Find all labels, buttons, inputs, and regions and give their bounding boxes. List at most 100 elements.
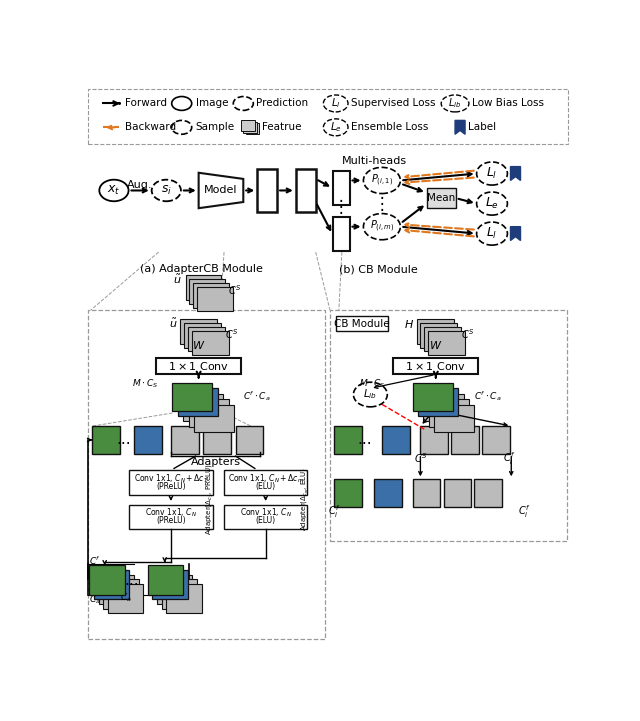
Bar [428,331,465,355]
Bar [148,565,183,595]
Bar [333,218,349,252]
Text: Conv 1x1, $C_N+\Delta c_1$: Conv 1x1, $C_N+\Delta c_1$ [134,472,208,485]
Ellipse shape [441,95,469,112]
Ellipse shape [323,119,348,136]
Text: $\tilde{u}$: $\tilde{u}$ [170,317,178,330]
Bar [429,399,469,427]
Ellipse shape [477,192,508,215]
Text: Mean: Mean [427,193,455,203]
Text: Sample: Sample [196,123,235,133]
Text: $W$: $W$ [429,340,442,351]
Polygon shape [511,226,520,241]
Bar [394,358,478,374]
Bar [374,479,402,507]
Bar [183,394,223,422]
Bar [334,479,362,507]
Text: $C_i^f$: $C_i^f$ [518,503,531,520]
Text: $C_a$: $C_a$ [120,591,132,604]
Bar [156,358,241,374]
Bar [336,316,388,332]
Text: (b) CB Module: (b) CB Module [339,264,417,274]
Text: Adapter$(\Delta_{c_m}$, ELU): Adapter$(\Delta_{c_m}$, ELU) [300,467,311,531]
Text: $W$: $W$ [192,340,205,351]
Text: $C^f \cdot C_a$: $C^f \cdot C_a$ [474,389,502,403]
Text: $C^S$: $C^S$ [225,327,239,341]
Ellipse shape [234,97,253,110]
Bar [90,565,125,595]
Bar [189,399,228,427]
Text: (PReLU): (PReLU) [156,516,186,526]
Bar [171,426,198,454]
Text: ...: ... [358,433,372,448]
Text: ...: ... [116,433,131,448]
Bar [94,570,129,599]
Bar [420,323,458,348]
Text: Multi-heads: Multi-heads [342,156,407,167]
Text: $C^S$: $C^S$ [461,327,475,341]
Bar [172,383,212,411]
Bar [334,426,362,454]
Text: $H$: $H$ [404,318,414,329]
Polygon shape [198,173,243,208]
Bar [194,404,234,433]
Text: Aug.: Aug. [127,180,152,190]
Bar [224,470,307,495]
Bar [382,426,410,454]
Bar [224,505,307,528]
Ellipse shape [353,382,387,407]
Text: Image: Image [196,99,228,108]
Text: Forward: Forward [125,99,166,108]
Text: $C^f \cdot C_a$: $C^f \cdot C_a$ [243,389,271,403]
Text: Backward: Backward [125,123,176,133]
Text: $L_l$: $L_l$ [331,97,340,110]
Text: (a) AdapterCB Module: (a) AdapterCB Module [140,264,262,274]
Polygon shape [511,167,520,180]
Ellipse shape [477,162,508,185]
Bar [129,470,212,495]
Text: $L_l$: $L_l$ [486,166,498,181]
Text: (PReLU): (PReLU) [156,482,186,491]
Bar [180,319,217,344]
Bar [134,426,162,454]
Text: Prediction: Prediction [255,99,308,108]
Bar [243,122,257,133]
Text: $L_e$: $L_e$ [485,196,499,211]
Bar [444,479,471,507]
Bar [296,169,316,212]
Text: $C^S$: $C^S$ [413,451,428,465]
Text: Low Bias Loss: Low Bias Loss [472,99,544,108]
Bar [108,584,143,613]
Polygon shape [455,120,465,134]
Bar [184,323,221,348]
Bar [246,123,259,134]
Bar [417,319,454,344]
Text: $C_i^f$: $C_i^f$ [328,503,340,520]
Bar [186,275,221,300]
Text: Ensemble Loss: Ensemble Loss [351,123,428,133]
Bar [188,327,225,351]
Text: Adapter$(\Delta_{c_1}$, PReLU): Adapter$(\Delta_{c_1}$, PReLU) [205,464,216,535]
Bar [241,120,255,131]
Text: ...: ... [124,572,139,588]
Text: $M \cdot C_S$: $M \cdot C_S$ [360,378,386,390]
Text: $C^S$: $C^S$ [228,283,241,298]
Text: (ELU): (ELU) [255,516,276,526]
Text: ⋮: ⋮ [333,198,349,216]
Bar [257,169,277,212]
Bar [427,188,456,208]
Text: Adapters: Adapters [191,456,241,466]
Bar [420,426,448,454]
Text: Conv 1x1, $C_N$: Conv 1x1, $C_N$ [239,507,292,519]
Ellipse shape [99,180,129,201]
Ellipse shape [172,97,192,110]
Text: $P_{(i,m)}$: $P_{(i,m)}$ [369,219,394,234]
Bar [166,584,202,613]
Ellipse shape [364,213,401,240]
Text: Featrue: Featrue [262,123,301,133]
Bar [236,426,263,454]
Text: $\tilde{u}$: $\tilde{u}$ [173,273,182,286]
Ellipse shape [323,95,348,112]
Ellipse shape [152,180,181,201]
Text: $x_t$: $x_t$ [108,184,121,197]
Text: $L_{lb}$: $L_{lb}$ [449,97,461,110]
